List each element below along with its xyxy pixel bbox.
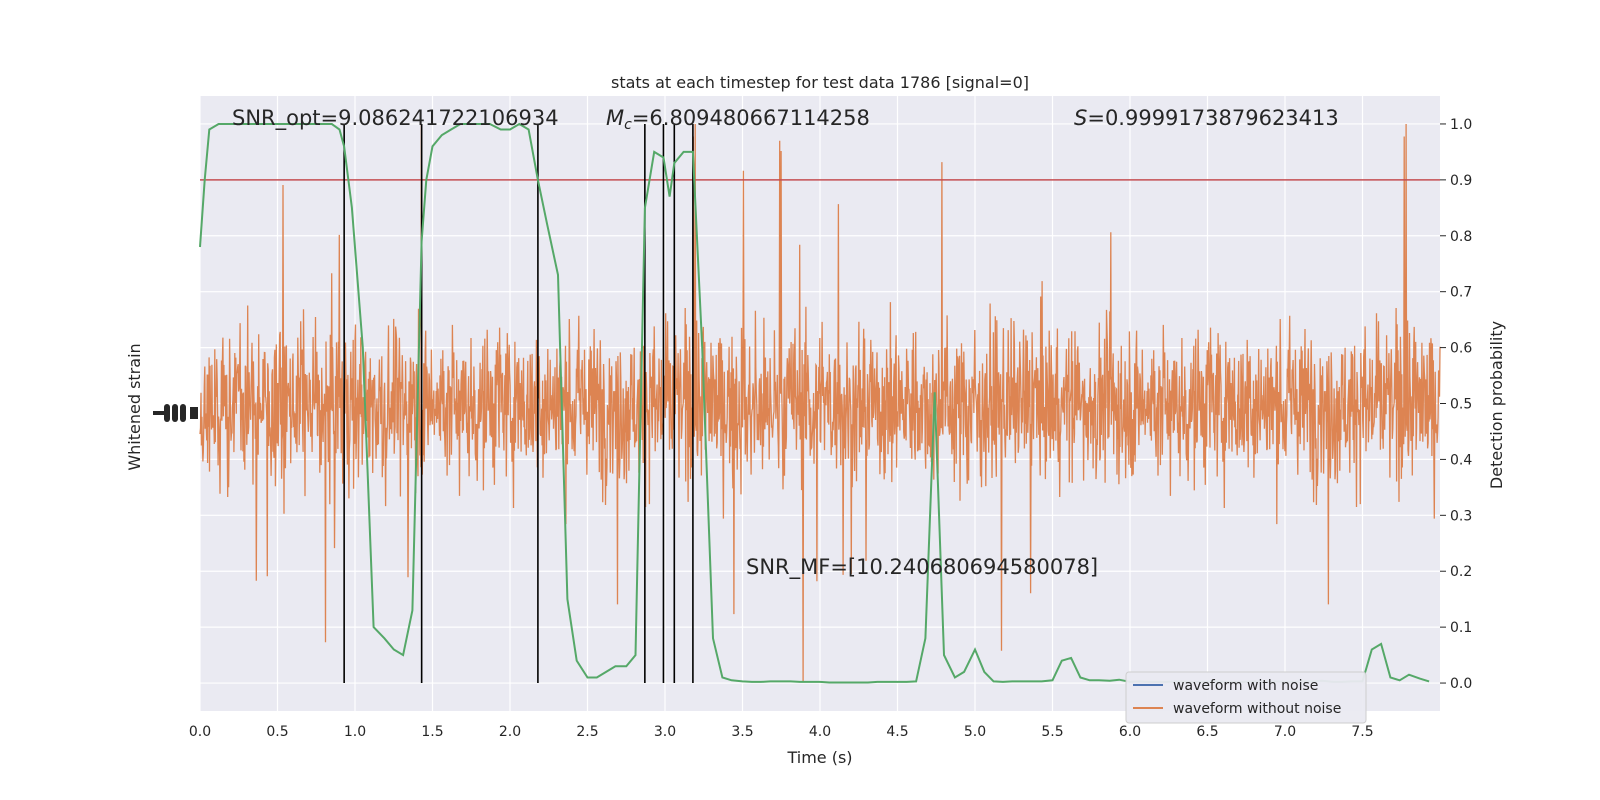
x-tick-label: 0.0 [189,724,211,740]
annotation-snr-opt: SNR_opt=9.086241722106934 [232,106,559,131]
y-ticks-right: 0.0 0.1 0.2 0.3 0.4 0.5 0.6 0.7 0.8 0.9 1.0 [1440,117,1472,692]
trigger-lines [343,123,694,684]
x-tick-label: 7.5 [1351,724,1373,740]
x-tick-label: 3.0 [654,724,676,740]
y-axis-label-right: Detection probability [1487,321,1506,489]
x-tick-label: 5.0 [964,724,986,740]
x-tick-label: 1.0 [344,724,366,740]
x-tick-label: 4.5 [886,724,908,740]
legend-box [1125,671,1367,724]
waveform-without-noise-line [199,123,1441,683]
series-waveform-without-noise [199,123,1441,683]
x-tick-label: 3.5 [731,724,753,740]
legend: waveform with noise waveform without noi… [1125,671,1367,724]
y-tick-label-right: 0.4 [1450,452,1472,468]
y-tick-label-right: 0.3 [1450,508,1472,524]
y-tick-label-right: 0.0 [1450,676,1472,692]
left-axis-overlapped-ticks [153,404,198,422]
y-tick-label-right: 0.9 [1450,173,1472,189]
y-tick-label-right: 0.2 [1450,564,1472,580]
legend-label-with-noise: waveform with noise [1173,678,1318,694]
x-ticks: 0.0 0.5 1.0 1.5 2.0 2.5 3.0 3.5 4.0 4.5 5.0 5.5 6.0 6… [189,724,1374,740]
legend-label-without-noise: waveform without noise [1173,701,1341,717]
x-tick-label: 2.5 [576,724,598,740]
x-tick-label: 2.0 [499,724,521,740]
y-tick-label-right: 0.5 [1450,397,1472,413]
annotation-snr-mf: SNR_MF=[10.240680694580078] [746,555,1098,580]
annotation-chirp-mass: Mc=6.809480667114258 [606,106,870,133]
y-axis-label-left: Whitened strain [125,343,144,470]
y-tick-label-right: 0.7 [1450,285,1472,301]
annotation-s-value: S=0.9999173879623413 [1074,106,1339,130]
x-tick-label: 6.0 [1119,724,1141,740]
y-tick-label-right: 1.0 [1450,117,1472,133]
x-axis-label: Time (s) [786,748,852,767]
x-tick-label: 1.5 [421,724,443,740]
x-tick-label: 6.5 [1196,724,1218,740]
y-tick-label-right: 0.1 [1450,620,1472,636]
chart-title: stats at each timestep for test data 178… [611,73,1029,92]
y-tick-label-right: 0.6 [1450,341,1472,357]
x-tick-label: 4.0 [809,724,831,740]
x-tick-label: 5.5 [1041,724,1063,740]
x-tick-label: 0.5 [266,724,288,740]
x-tick-label: 7.0 [1274,724,1296,740]
y-tick-label-right: 0.8 [1450,229,1472,245]
